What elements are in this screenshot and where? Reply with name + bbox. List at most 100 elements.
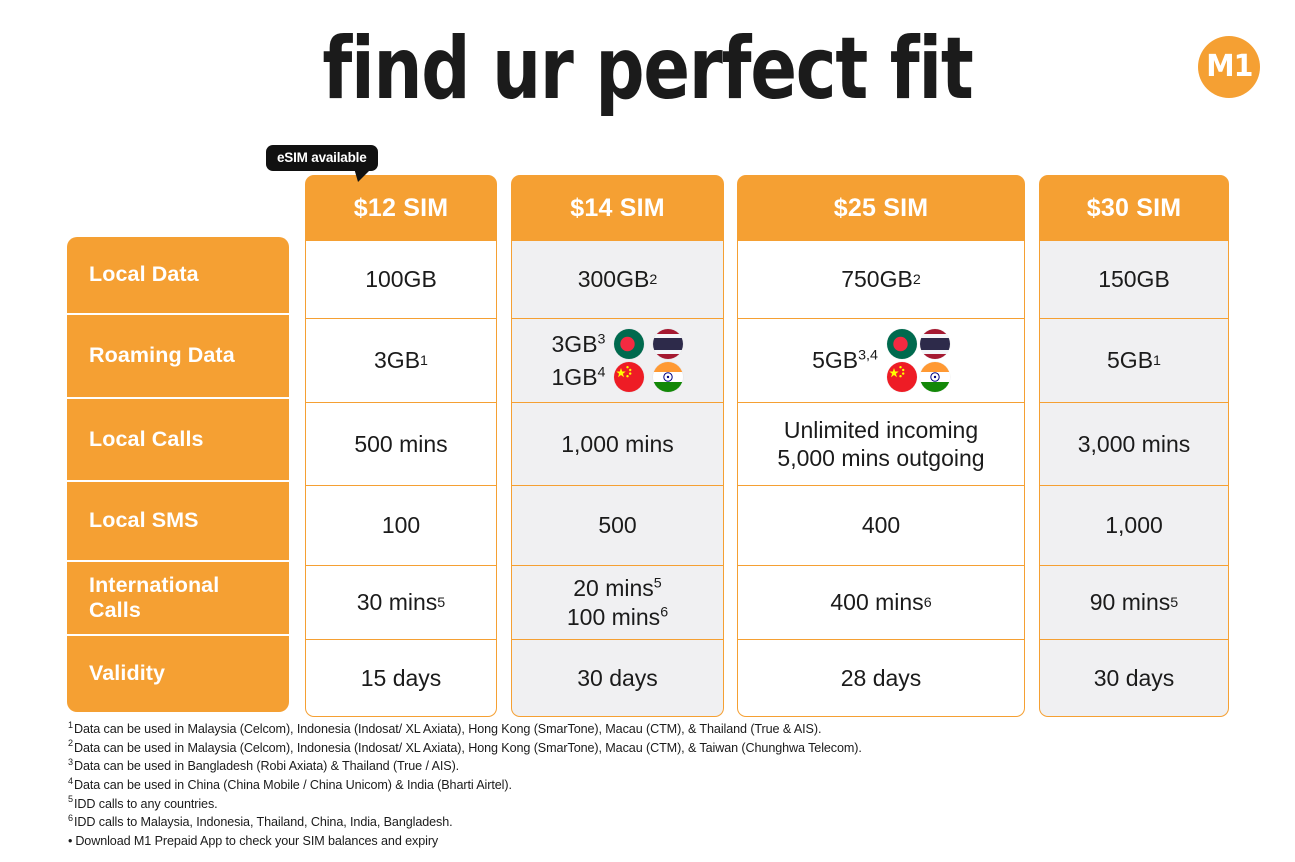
footnote-2: 2Data can be used in Malaysia (Celcom), … (68, 739, 1168, 758)
cell-local-data-14: 300GB 2 (512, 241, 723, 319)
cell-roaming-data-25: 5GB3,4 (738, 319, 1024, 403)
cell-roaming-data-30: 5GB 1 (1040, 319, 1228, 403)
cell-validity-25: 28 days (840, 664, 922, 691)
row-label-local-sms: Local SMS (67, 482, 289, 562)
badge-pointer-icon (351, 168, 372, 182)
roaming-line-2-14: 1GB4 (552, 362, 684, 392)
plan-header-25: $25 SIM (737, 175, 1025, 241)
flag-india-icon (919, 362, 950, 392)
plan-header-12: $12 SIM (305, 175, 497, 241)
plan-column-14[interactable]: $14 SIM 300GB 2 3GB3 (511, 175, 724, 717)
cell-roaming-value-30: 5GB (1107, 347, 1154, 374)
roaming-line-1-text-14: 3GB (551, 330, 598, 357)
footnote-3: 3Data can be used in Bangladesh (Robi Ax… (68, 757, 1168, 776)
intl-line-2-14: 100 mins6 (567, 603, 668, 631)
intl-lines-14: 20 mins5 100 mins6 (567, 574, 668, 630)
flag-grid-25 (886, 329, 950, 392)
m1-logo: M1 (1198, 36, 1260, 98)
plan-header-14: $14 SIM (511, 175, 724, 241)
cell-local-data-value-25: 750GB (841, 266, 913, 293)
footnote-bullet: • Download M1 Prepaid App to check your S… (68, 832, 1168, 851)
footnote-bullet-text: Download M1 Prepaid App to check your SI… (75, 833, 439, 848)
roaming-inline-25: 5GB3,4 (812, 329, 950, 392)
cell-local-sms-14: 500 (512, 486, 723, 566)
cell-local-sms-12: 100 (306, 486, 496, 566)
footnote-4-marker: 4 (68, 775, 73, 786)
flag-thailand-icon (919, 329, 950, 359)
footnote-2-text: Data can be used in Malaysia (Celcom), I… (73, 740, 862, 755)
cell-local-calls-12: 500 mins (306, 403, 496, 486)
cell-local-data-value-14: 300GB (577, 266, 650, 293)
plan-column-30[interactable]: $30 SIM 150GB 5GB 1 3,000 mins 1,000 90 m… (1039, 175, 1229, 717)
roaming-rows-14: 3GB3 1GB4 (552, 329, 684, 392)
intl-line-2-sup-14: 6 (660, 603, 669, 620)
footnote-1-text: Data can be used in Malaysia (Celcom), I… (73, 722, 822, 736)
cell-local-calls-30: 3,000 mins (1040, 403, 1228, 486)
plan-column-25[interactable]: $25 SIM 750GB 2 5GB3,4 (737, 175, 1025, 717)
page-title: find ur perfect fit (322, 19, 973, 119)
plan-body-14: 300GB 2 3GB3 (511, 241, 724, 717)
local-calls-line-1-25: Unlimited incoming (783, 416, 979, 443)
cell-roaming-data-14: 3GB3 1GB4 (512, 319, 723, 403)
footnotes-list: 1Data can be used in Malaysia (Celcom), … (68, 720, 1168, 850)
cell-local-calls-25: Unlimited incoming 5,000 mins outgoing (738, 403, 1024, 486)
flag-china-icon (886, 362, 917, 392)
roaming-line-1-value-14: 3GB3 (552, 330, 606, 358)
footnote-1: 1Data can be used in Malaysia (Celcom), … (68, 720, 1168, 739)
roaming-sup-25: 3,4 (858, 347, 878, 364)
footnote-5-marker: 5 (68, 794, 73, 805)
m1-logo-text: M1 (1205, 49, 1253, 84)
footnote-4-text: Data can be used in China (China Mobile … (73, 777, 512, 792)
footnote-6: 6IDD calls to Malaysia, Indonesia, Thail… (68, 813, 1168, 832)
intl-line-1-text-14: 20 mins (573, 575, 654, 602)
footnote-6-marker: 6 (68, 812, 73, 823)
local-calls-line-2-25: 5,000 mins outgoing (777, 445, 985, 471)
flag-india-icon (653, 362, 684, 392)
intl-line-1-14: 20 mins5 (567, 574, 668, 602)
cell-local-data-30: 150GB (1040, 241, 1228, 319)
intl-line-1-sup-14: 5 (653, 575, 662, 592)
flag-bangladesh-icon (614, 329, 645, 359)
cell-roaming-value-12: 3GB (374, 347, 421, 374)
footnote-1-marker: 1 (68, 719, 73, 730)
cell-local-data-25: 750GB 2 (738, 241, 1024, 319)
footnote-2-marker: 2 (68, 738, 73, 749)
roaming-line-2-sup-14: 4 (597, 364, 606, 381)
cell-local-data-12: 100GB (306, 241, 496, 319)
row-label-roaming-data: Roaming Data (67, 315, 289, 399)
roaming-value-25: 5GB3,4 (812, 346, 878, 374)
flag-china-icon (614, 362, 645, 392)
cell-roaming-data-12: 3GB 1 (306, 319, 496, 403)
cell-validity-30: 30 days (1093, 664, 1175, 691)
plan-body-25: 750GB 2 5GB3,4 (737, 241, 1025, 717)
footnote-3-text: Data can be used in Bangladesh (Robi Axi… (73, 759, 460, 774)
cell-intl-calls-12: 30 mins 5 (306, 566, 496, 640)
row-label-local-calls: Local Calls (67, 399, 289, 482)
esim-badge-label: eSIM available (277, 150, 367, 165)
cell-local-sms-25: 400 (738, 486, 1024, 566)
cell-intl-calls-30: 90 mins 5 (1040, 566, 1228, 640)
footnote-3-marker: 3 (68, 757, 73, 768)
roaming-line-1-14: 3GB3 (552, 329, 684, 359)
intl-line-2-text-14: 100 mins (566, 603, 661, 630)
cell-validity-12: 15 days (360, 664, 442, 691)
cell-intl-value-30: 90 mins (1089, 589, 1171, 616)
cell-intl-value-25: 400 mins (830, 589, 924, 616)
esim-available-badge: eSIM available (266, 145, 378, 182)
cell-validity-14: 30 days (577, 664, 658, 691)
plan-body-30: 150GB 5GB 1 3,000 mins 1,000 90 mins 5 30 … (1039, 241, 1229, 717)
roaming-line-2-text-14: 1GB (551, 363, 598, 390)
row-label-local-data: Local Data (67, 237, 289, 315)
footnote-bullet-marker: • (68, 833, 73, 848)
row-label-international-calls: International Calls (67, 562, 289, 636)
footnote-4: 4Data can be used in China (China Mobile… (68, 776, 1168, 795)
flag-bangladesh-icon (886, 329, 917, 359)
plan-column-12[interactable]: $12 SIM 100GB 3GB 1 500 mins 100 30 mins 5… (305, 175, 497, 717)
plan-body-12: 100GB 3GB 1 500 mins 100 30 mins 5 15 days (305, 241, 497, 717)
cell-intl-calls-25: 400 mins 6 (738, 566, 1024, 640)
roaming-line-1-sup-14: 3 (597, 331, 606, 348)
cell-intl-value-12: 30 mins (356, 589, 438, 616)
local-calls-lines-25: Unlimited incoming 5,000 mins outgoing (777, 416, 984, 472)
